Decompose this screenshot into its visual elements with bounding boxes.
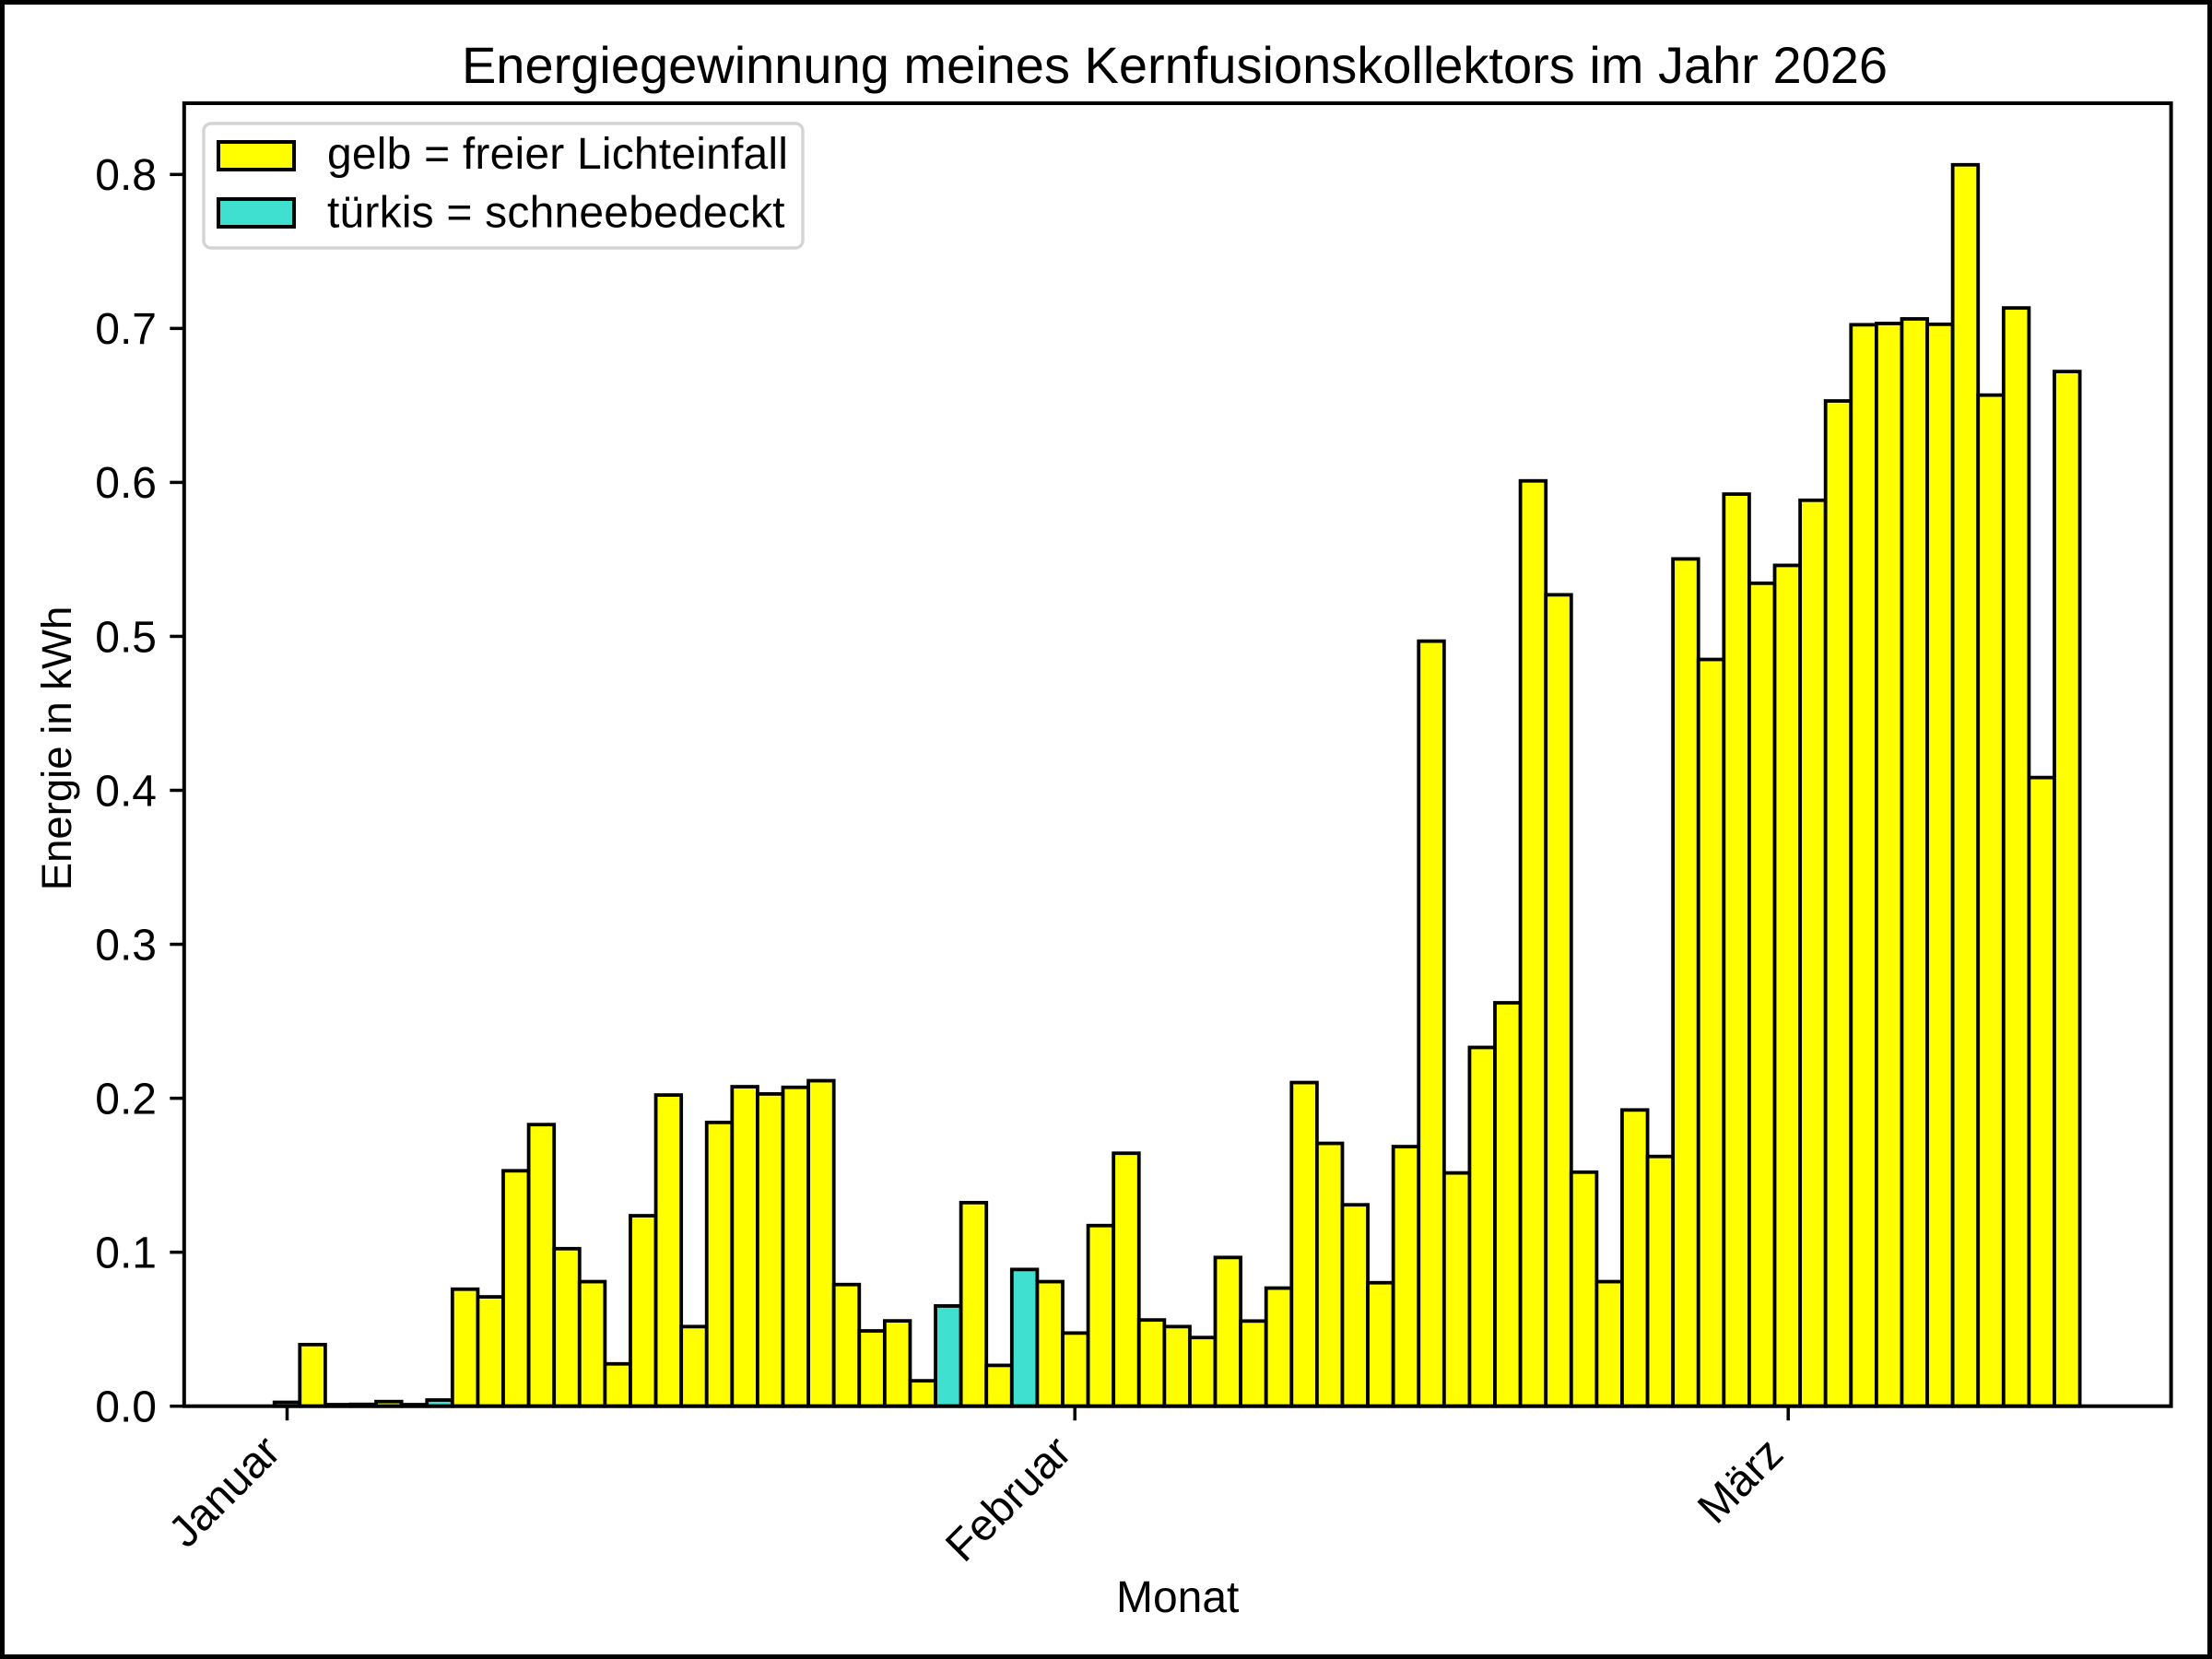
svg-text:0.8: 0.8 — [95, 151, 157, 200]
svg-text:0.2: 0.2 — [95, 1075, 157, 1124]
svg-text:0.4: 0.4 — [95, 767, 157, 816]
svg-text:0.5: 0.5 — [95, 613, 157, 662]
svg-text:0.0: 0.0 — [95, 1383, 157, 1432]
svg-text:Monat: Monat — [1116, 1573, 1239, 1622]
svg-text:gelb = freier Lichteinfall: gelb = freier Lichteinfall — [327, 130, 788, 179]
svg-text:Energiegewinnung meines Kernfu: Energiegewinnung meines Kernfusionskolle… — [462, 36, 1888, 94]
svg-text:0.3: 0.3 — [95, 921, 157, 970]
svg-text:0.6: 0.6 — [95, 459, 157, 508]
svg-text:0.7: 0.7 — [95, 305, 157, 354]
svg-text:0.1: 0.1 — [95, 1229, 157, 1277]
svg-text:Energie in kWh: Energie in kWh — [33, 606, 80, 891]
svg-text:türkis = schneebedeckt: türkis = schneebedeckt — [327, 188, 785, 237]
